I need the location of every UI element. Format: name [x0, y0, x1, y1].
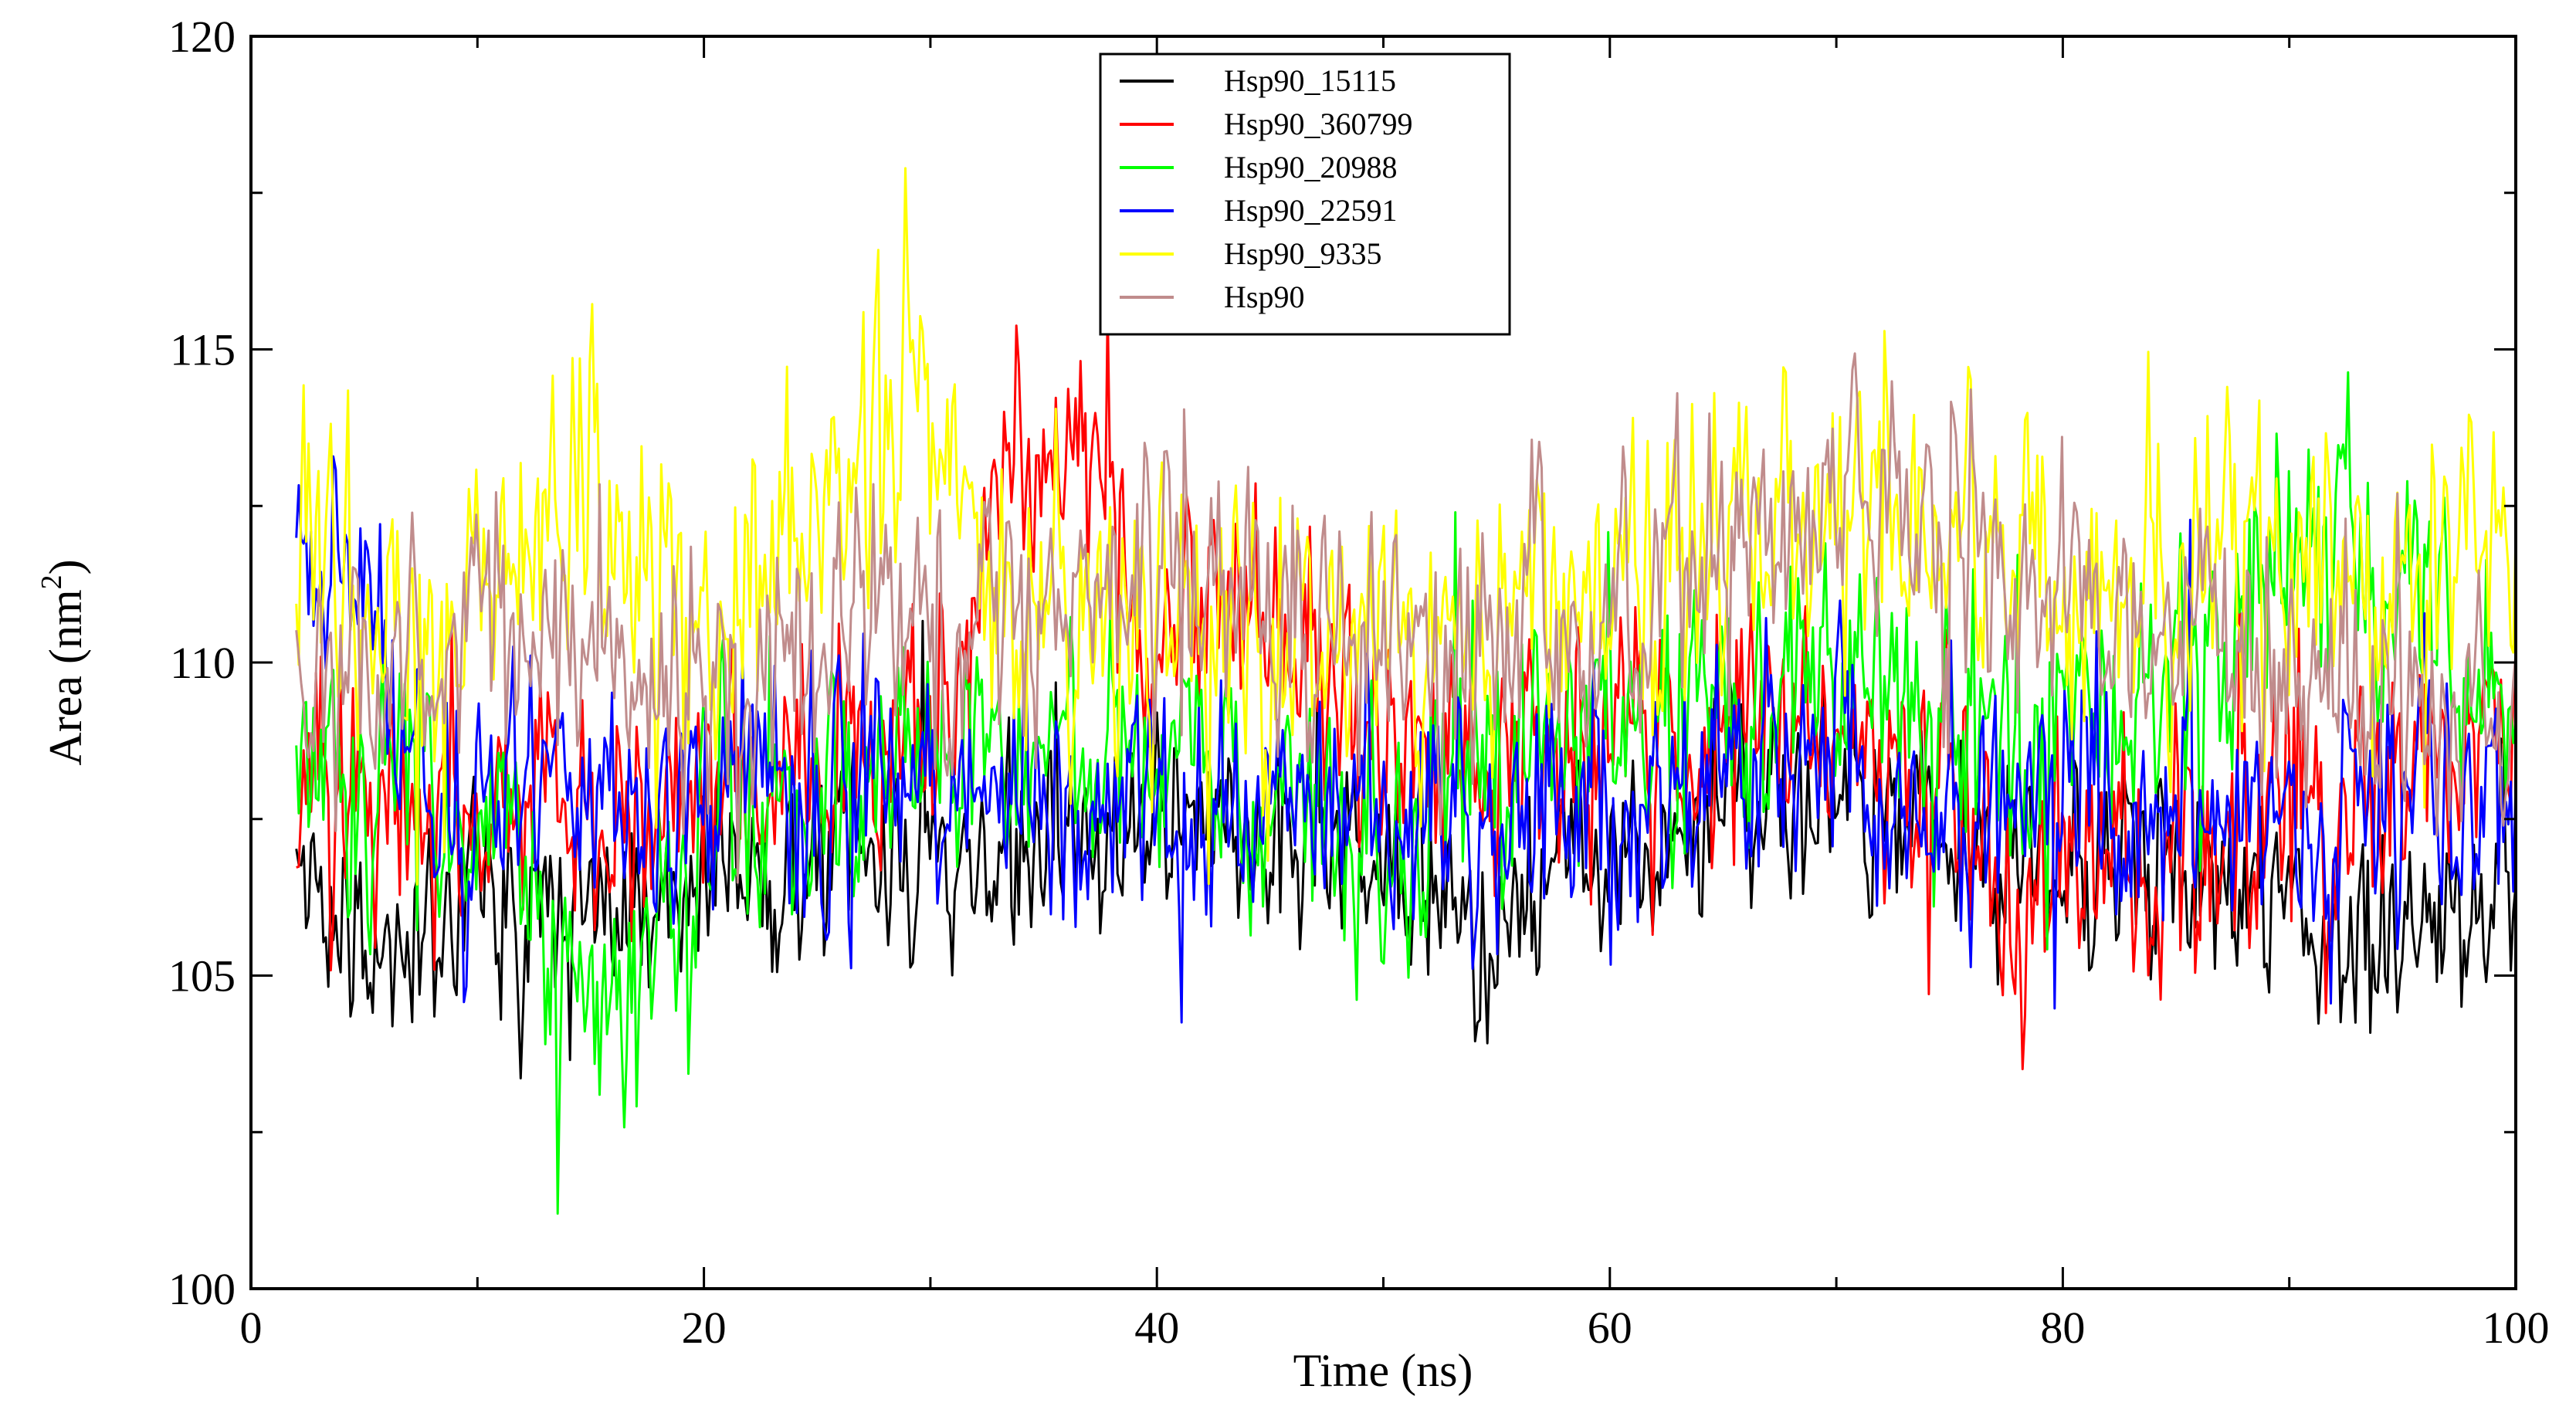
x-tick-label: 20 [682, 1303, 727, 1353]
ticks-layer: 0 20 40 60 80 100 100 105 110 115 120 [168, 12, 2550, 1353]
series-line-hsp90-20988 [295, 371, 2517, 1215]
y-tick-label: 105 [168, 951, 236, 1001]
y-axis-title-superscript: 2 [36, 574, 68, 589]
x-tick-label: 60 [1588, 1303, 1632, 1353]
y-tick-label: 115 [170, 325, 236, 375]
legend-label: Hsp90_9335 [1224, 236, 1381, 271]
legend-box [1099, 53, 1511, 336]
y-axis-title: Area (nm2) [36, 559, 91, 765]
legend-label: Hsp90_20988 [1224, 150, 1397, 185]
legend: Hsp90_15115 Hsp90_360799 Hsp90_20988 Hsp90_… [1099, 53, 1511, 336]
series-line-hsp90 [295, 352, 2517, 884]
series-line-hsp90-9335 [295, 167, 2517, 886]
x-tick-label: 40 [1134, 1303, 1179, 1353]
x-tick-label: 0 [240, 1303, 263, 1353]
legend-label: Hsp90_22591 [1224, 193, 1397, 228]
y-tick-label: 110 [170, 638, 236, 688]
series-line-hsp90-22591 [295, 455, 2517, 1024]
series-layer [295, 167, 2517, 1215]
y-axis-title-main: Area (nm [40, 589, 91, 765]
y-tick-label: 100 [168, 1264, 236, 1314]
legend-label: Hsp90_15115 [1224, 63, 1396, 98]
x-tick-label: 80 [2040, 1303, 2085, 1353]
legend-label: Hsp90 [1224, 280, 1304, 314]
legend-label: Hsp90_360799 [1224, 107, 1412, 141]
y-tick-label: 120 [168, 12, 236, 62]
x-tick-label: 100 [2483, 1303, 2550, 1353]
x-axis-title: Time (ns) [1293, 1345, 1473, 1396]
y-axis-title-close: ) [40, 559, 91, 574]
